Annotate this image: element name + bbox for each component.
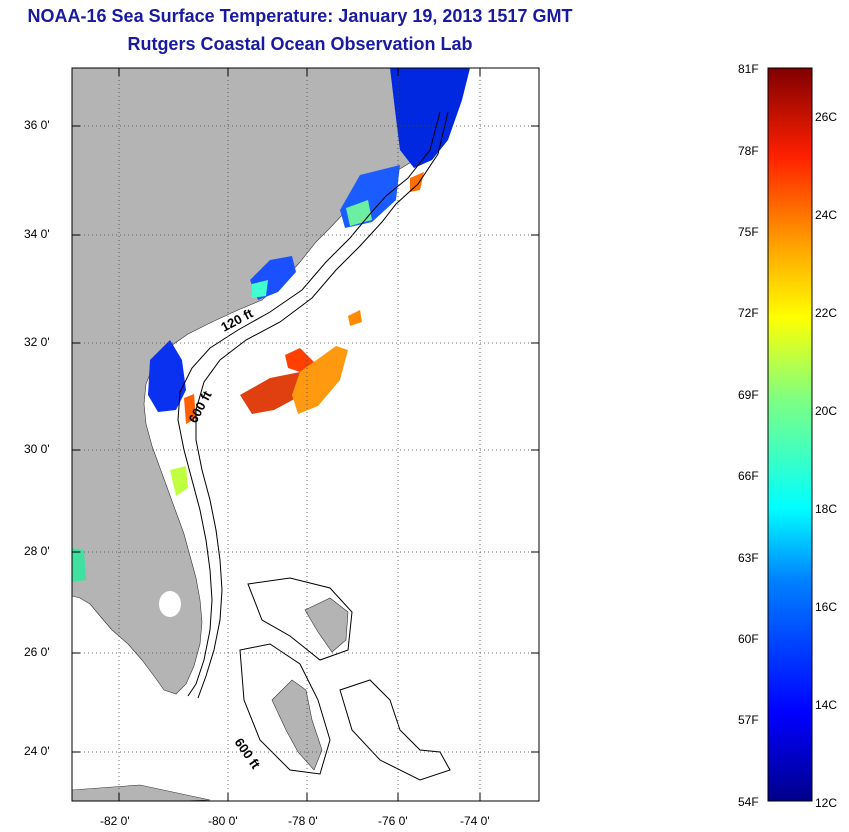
lon-label: -76 0' xyxy=(378,814,408,828)
colorbar xyxy=(767,67,813,802)
lon-label: -82 0' xyxy=(100,814,130,828)
sst-patch xyxy=(348,310,362,326)
colorbar-c-label: 12C xyxy=(815,796,838,810)
contour-bahamas xyxy=(239,643,331,775)
colorbar-f-label: 75F xyxy=(738,225,759,239)
sst-patch xyxy=(72,548,86,582)
lon-label: -78 0' xyxy=(288,814,318,828)
colorbar-c-label: 14C xyxy=(815,698,838,712)
lat-label: 24 0' xyxy=(24,744,50,758)
map-subtitle: Rutgers Coastal Ocean Observation Lab xyxy=(127,34,473,54)
colorbar-c-label: 18C xyxy=(815,502,838,516)
contour-bahamas xyxy=(247,577,353,661)
lat-label: 28 0' xyxy=(24,544,50,558)
colorbar-f-label: 60F xyxy=(738,632,759,646)
colorbar-f-label: 72F xyxy=(738,306,759,320)
colorbar-f-label: 54F xyxy=(738,795,759,809)
map-border xyxy=(71,67,540,802)
sst-patch xyxy=(390,68,470,168)
sst-patch xyxy=(285,348,314,372)
colorbar-c-label: 20C xyxy=(815,404,838,418)
sst-patch xyxy=(410,172,424,192)
colorbar-f-label: 66F xyxy=(738,469,759,483)
contour-120ft xyxy=(177,111,441,697)
lat-label: 30 0' xyxy=(24,442,50,456)
lon-label: -80 0' xyxy=(208,814,238,828)
colorbar-c-label: 16C xyxy=(815,600,838,614)
bahamas-island xyxy=(304,597,349,653)
colorbar-f-label: 57F xyxy=(738,713,759,727)
colorbar-c-label: 26C xyxy=(815,110,838,124)
sst-patch xyxy=(148,340,186,412)
sst-patch xyxy=(170,466,188,496)
lat-label: 26 0' xyxy=(24,645,50,659)
bahamas-island xyxy=(271,679,323,771)
contour-600ft xyxy=(195,111,449,699)
sst-patch xyxy=(252,280,268,298)
lat-label: 32 0' xyxy=(24,335,50,349)
lake-okeechobee xyxy=(159,591,181,617)
map-title: NOAA-16 Sea Surface Temperature: January… xyxy=(27,6,573,26)
colorbar-f-label: 78F xyxy=(738,144,759,158)
colorbar-f-label: 81F xyxy=(738,62,759,76)
sst-patch xyxy=(292,346,348,414)
colorbar-c-label: 24C xyxy=(815,208,838,222)
lat-label: 34 0' xyxy=(24,227,50,241)
colorbar-f-label: 63F xyxy=(738,551,759,565)
axis-ticks xyxy=(72,68,539,801)
lon-label: -74 0' xyxy=(460,814,490,828)
lat-label: 36 0' xyxy=(24,118,50,132)
colorbar-f-label: 69F xyxy=(738,388,759,402)
bahamas-island xyxy=(72,784,211,801)
sst-patch xyxy=(184,394,196,424)
colorbar-c-label: 22C xyxy=(815,306,838,320)
